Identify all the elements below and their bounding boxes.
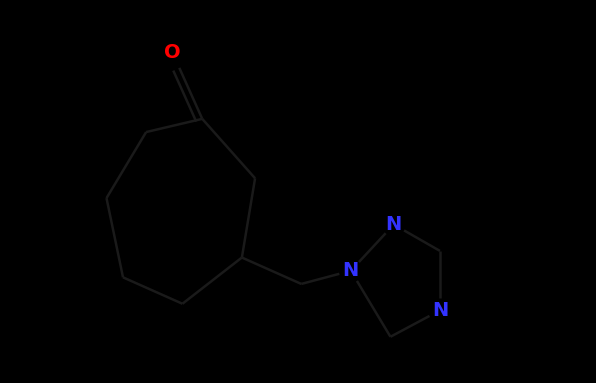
Text: N: N <box>343 261 359 280</box>
Text: N: N <box>432 301 448 320</box>
Text: O: O <box>164 43 181 62</box>
Text: N: N <box>386 215 402 234</box>
